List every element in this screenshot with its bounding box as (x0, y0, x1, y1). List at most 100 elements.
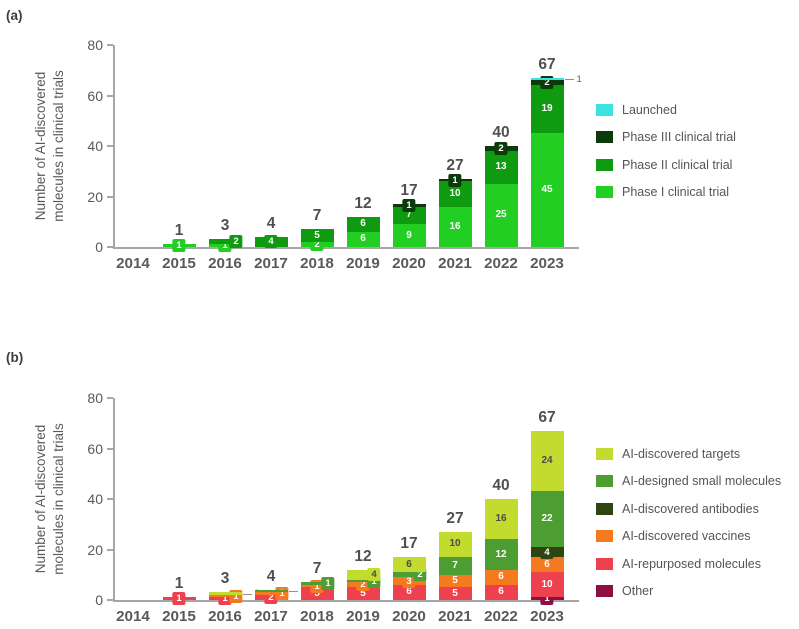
x-tick-label: 2018 (300, 255, 334, 272)
legend-item: AI-discovered vaccines (596, 523, 781, 551)
legend-item: AI-discovered targets (596, 440, 781, 468)
bar-segment (484, 499, 518, 540)
bar-segment (530, 572, 564, 598)
bar-segment (484, 151, 518, 184)
y-tick-label: 0 (95, 592, 103, 608)
bar-total-label: 17 (400, 182, 418, 200)
bar-segment (392, 224, 426, 247)
bar-total-label: 3 (220, 570, 230, 588)
y-tick-label: 20 (87, 541, 103, 558)
segment-value-label: 5 (452, 587, 458, 599)
bar-2017: 4 (254, 235, 288, 249)
bar-segment (484, 539, 518, 570)
bar-total-label: 4 (266, 214, 276, 232)
legend-swatch (596, 103, 613, 116)
bar-total-label: 40 (492, 124, 510, 141)
segment-value-chip: 4 (367, 568, 381, 582)
x-tick-label: 2023 (530, 255, 564, 272)
segment-value-label: 5 (452, 575, 458, 587)
bar-total-label: 17 (400, 535, 418, 553)
x-tick-label: 2018 (300, 608, 334, 625)
legend-swatch (596, 530, 613, 543)
bar-segment (530, 491, 564, 547)
bar-segment (300, 229, 334, 242)
x-tick-label: 2021 (438, 255, 472, 272)
bar-segment (530, 85, 564, 134)
plot-area-a: 0 20 40 60 80 2014 2015 1 1 2016 3 1 2 2017 4 4 2018 7 2 5 2… (87, 37, 582, 272)
legend-swatch (596, 585, 613, 598)
segment-value-chip: 1 (448, 173, 462, 187)
bar-segment (484, 584, 518, 600)
bar-segment (300, 587, 334, 600)
x-tick-label: 2020 (392, 255, 426, 272)
legend-b: AI-discovered targets AI-designed small m… (596, 440, 781, 605)
callout-leader-line (288, 591, 298, 593)
segment-value-label: 6 (498, 586, 504, 598)
y-axis-tick (107, 195, 113, 198)
x-axis-line (113, 600, 579, 602)
segment-value-label: 6 (544, 558, 550, 570)
y-axis-tick (107, 44, 113, 46)
x-tick-label: 2019 (346, 608, 380, 625)
segment-value-label: 5 (314, 587, 320, 599)
bar-total-label: 67 (538, 408, 556, 426)
x-tick-label: 2021 (438, 608, 472, 625)
bar-2021: 5 5 7 10 (438, 531, 472, 600)
legend-item: Launched (596, 96, 736, 124)
legend-item: Phase II clinical trial (596, 151, 736, 179)
legend-swatch (596, 158, 613, 171)
x-tick-label: 2014 (116, 255, 150, 272)
segment-value-chip: 2 (229, 235, 243, 249)
segment-value-label: 6 (498, 571, 504, 583)
x-tick-label: 2017 (254, 255, 288, 272)
legend-label: AI-designed small molecules (622, 474, 782, 489)
y-axis-tick (107, 447, 113, 450)
bar-2022: 6 6 12 16 (484, 499, 518, 600)
legend-label: Phase III clinical trial (622, 130, 736, 145)
legend-label: AI-discovered targets (622, 446, 741, 461)
bar-segment (438, 531, 472, 558)
segment-value-label: 6 (406, 558, 412, 570)
bar-segment (392, 206, 426, 225)
y-tick-label: 60 (87, 440, 103, 457)
panel-a: (a) Number of AI-discovered molecules in… (6, 8, 736, 272)
segment-value-chip: 4 (264, 235, 278, 249)
segment-value-chip: 1 (172, 592, 186, 606)
y-tick-label: 80 (87, 390, 103, 406)
legend-label: Phase II clinical trial (622, 157, 733, 172)
bar-total-label: 27 (446, 509, 464, 527)
bar-segment (346, 587, 380, 600)
segment-value-chip: 1 (172, 239, 186, 253)
legend-item: AI-designed small molecules (596, 468, 781, 496)
x-axis-line (113, 247, 579, 249)
panel-b: (b) Number of AI-discovered molecules in… (0, 340, 799, 629)
callout-leader-line (242, 593, 252, 595)
segment-value-label: 22 (541, 513, 553, 525)
legend-item: Phase I clinical trial (596, 179, 736, 207)
segment-value-chip: 4 (540, 545, 554, 559)
x-tick-label: 2016 (208, 255, 242, 272)
bar-2015: 1 (162, 239, 196, 253)
x-tick-label: 2022 (484, 608, 518, 625)
bar-segment (484, 569, 518, 585)
callout-label: 1 (576, 73, 582, 85)
bar-segment (484, 183, 518, 247)
panel-a-label: (a) (6, 8, 23, 23)
y-axis-title-line1: Number of AI-discovered (33, 424, 48, 574)
segment-value-label: 16 (495, 513, 507, 525)
bar-total-label: 27 (446, 156, 464, 174)
segment-value-label: 5 (314, 229, 320, 241)
x-tick-label: 2015 (162, 255, 196, 272)
y-axis-tick (107, 498, 113, 500)
bar-total-label: 3 (220, 217, 230, 235)
segment-value-label: 5 (360, 587, 366, 599)
y-axis-tick (107, 599, 113, 601)
bar-total-label: 40 (492, 477, 510, 494)
bar-total-label: 7 (312, 560, 322, 578)
x-tick-label: 2022 (484, 255, 518, 272)
